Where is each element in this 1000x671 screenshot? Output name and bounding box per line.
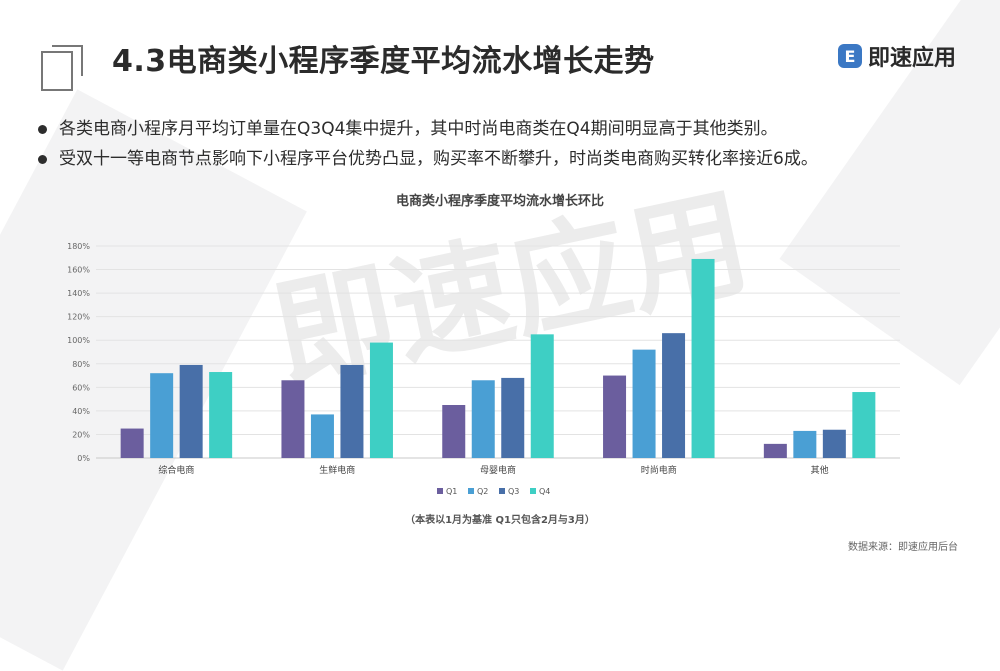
y-tick-label: 120% xyxy=(67,313,90,322)
bullet-item: 受双十一等电商节点影响下小程序平台优势凸显，购买率不断攀升，时尚类电商购买转化率… xyxy=(38,144,818,174)
y-tick-label: 140% xyxy=(67,289,90,298)
bar xyxy=(442,405,466,458)
logo-text: 即速应用 xyxy=(868,46,957,71)
bar xyxy=(603,375,627,458)
bar xyxy=(632,349,656,458)
y-tick-label: 160% xyxy=(67,266,90,275)
legend-label: Q2 xyxy=(477,487,488,496)
bar xyxy=(150,373,174,458)
x-tick-label: 其他 xyxy=(811,464,829,476)
y-tick-label: 60% xyxy=(72,383,90,392)
brand-logo: E 即速应用 xyxy=(838,40,956,72)
bar xyxy=(763,443,787,458)
chart-note: （本表以1月为基准 Q1只包含2月与3月） xyxy=(405,515,595,526)
bar xyxy=(369,342,393,458)
bar xyxy=(120,428,144,458)
bar xyxy=(281,380,305,458)
x-tick-label: 生鲜电商 xyxy=(319,464,355,476)
bar xyxy=(340,364,364,458)
x-tick-label: 时尚电商 xyxy=(641,464,677,476)
legend-label: Q4 xyxy=(539,487,550,496)
legend-label: Q1 xyxy=(446,487,457,496)
legend-swatch xyxy=(530,488,536,494)
bar xyxy=(310,414,334,458)
logo-mark-icon: E xyxy=(838,44,862,68)
bar xyxy=(530,334,554,458)
watermark: 即速应用 xyxy=(262,173,760,409)
bar xyxy=(852,392,876,458)
bullet-item: 各类电商小程序月平均订单量在Q3Q4集中提升，其中时尚电商类在Q4期间明显高于其… xyxy=(38,114,818,144)
y-tick-label: 180% xyxy=(67,242,90,251)
y-tick-label: 80% xyxy=(72,360,90,369)
bullet-list: 各类电商小程序月平均订单量在Q3Q4集中提升，其中时尚电商类在Q4期间明显高于其… xyxy=(38,114,818,174)
x-tick-label: 母婴电商 xyxy=(480,464,516,476)
bar xyxy=(822,429,846,458)
bullet-dot-icon xyxy=(38,124,47,134)
y-tick-label: 0% xyxy=(77,454,90,463)
bar xyxy=(662,333,686,458)
bar xyxy=(691,258,715,458)
bar xyxy=(471,380,495,458)
legend-label: Q3 xyxy=(508,487,519,496)
bar xyxy=(793,430,817,458)
legend-swatch xyxy=(437,488,443,494)
chart-title: 电商类小程序季度平均流水增长环比 xyxy=(395,194,604,209)
legend-swatch xyxy=(468,488,474,494)
legend-swatch xyxy=(499,488,505,494)
page-title: 4.3电商类小程序季度平均流水增长走势 xyxy=(112,44,655,79)
bar xyxy=(179,364,203,458)
y-tick-label: 40% xyxy=(72,407,90,416)
y-tick-label: 20% xyxy=(72,430,90,439)
x-tick-label: 综合电商 xyxy=(158,464,194,476)
frame-icon xyxy=(41,45,83,91)
data-source: 数据来源：即速应用后台 xyxy=(848,542,958,553)
bullet-dot-icon xyxy=(38,154,47,164)
bullet-text: 各类电商小程序月平均订单量在Q3Q4集中提升，其中时尚电商类在Q4期间明显高于其… xyxy=(59,119,778,139)
bar-chart: 即速应用 0% 20% 40% 60% 80% 100% 120% 140% 160% 180% 综… xyxy=(67,173,900,496)
bar xyxy=(501,377,525,458)
y-tick-label: 100% xyxy=(67,336,90,345)
bullet-text: 受双十一等电商节点影响下小程序平台优势凸显，购买率不断攀升，时尚类电商购买转化率… xyxy=(59,149,818,169)
bar xyxy=(209,372,233,458)
